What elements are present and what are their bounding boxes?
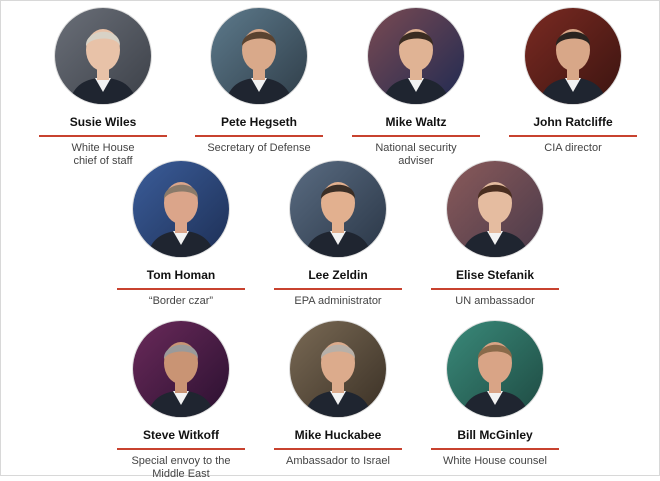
divider <box>509 135 637 137</box>
person-role: CIA director <box>508 142 638 155</box>
portrait <box>290 161 386 257</box>
person-card: Steve Witkoff Special envoy to the Middle … <box>116 321 246 481</box>
person-name: Mike Huckabee <box>294 428 382 442</box>
portrait <box>290 321 386 417</box>
portrait-placeholder <box>290 321 386 417</box>
divider <box>195 135 323 137</box>
portrait <box>133 321 229 417</box>
person-role: White House chief of staff <box>38 142 168 168</box>
divider <box>274 288 402 290</box>
portrait <box>447 321 543 417</box>
portrait-placeholder <box>447 161 543 257</box>
portrait <box>368 8 464 104</box>
person-name: Bill McGinley <box>457 428 533 442</box>
portrait <box>133 161 229 257</box>
portrait <box>525 8 621 104</box>
divider <box>39 135 167 137</box>
portrait-placeholder <box>55 8 151 104</box>
role-line: adviser <box>398 155 434 167</box>
person-role: National security adviser <box>351 142 481 168</box>
role-line: UN ambassador <box>455 295 535 307</box>
person-card: Lee Zeldin EPA administrator <box>273 161 403 308</box>
divider <box>431 288 559 290</box>
divider <box>352 135 480 137</box>
person-name: John Ratcliffe <box>533 115 613 129</box>
role-line: White House counsel <box>443 455 547 467</box>
portrait-placeholder <box>368 8 464 104</box>
person-card: Elise Stefanik UN ambassador <box>430 161 560 308</box>
portrait-placeholder <box>290 161 386 257</box>
portrait <box>447 161 543 257</box>
person-card: Tom Homan “Border czar” <box>116 161 246 308</box>
portrait-placeholder <box>133 321 229 417</box>
role-line: “Border czar” <box>148 295 214 307</box>
divider <box>274 448 402 450</box>
person-card: Pete Hegseth Secretary of Defense <box>194 8 324 155</box>
role-line: Ambassador to Israel <box>286 455 390 467</box>
person-role: Secretary of Defense <box>194 142 324 155</box>
person-role: EPA administrator <box>273 295 403 308</box>
person-name: Mike Waltz <box>385 115 447 129</box>
person-name: Pete Hegseth <box>220 115 298 129</box>
person-name: Lee Zeldin <box>308 268 368 282</box>
person-card: Bill McGinley White House counsel <box>430 321 560 468</box>
role-line: chief of staff <box>73 155 133 167</box>
person-name: Tom Homan <box>146 268 216 282</box>
person-card: Mike Huckabee Ambassador to Israel <box>273 321 403 468</box>
role-line: National security <box>375 142 457 154</box>
person-name: Steve Witkoff <box>143 428 219 442</box>
person-card: Susie Wiles White House chief of staff <box>38 8 168 168</box>
person-role: UN ambassador <box>430 295 560 308</box>
divider <box>431 448 559 450</box>
person-role: Ambassador to Israel <box>273 455 403 468</box>
person-card: John Ratcliffe CIA director <box>508 8 638 155</box>
person-role: Special envoy to the Middle East <box>116 455 246 481</box>
divider <box>117 448 245 450</box>
role-line: Special envoy to the <box>131 455 231 467</box>
portrait <box>55 8 151 104</box>
person-name: Elise Stefanik <box>455 268 535 282</box>
portrait-placeholder <box>525 8 621 104</box>
person-role: “Border czar” <box>116 295 246 308</box>
person-card: Mike Waltz National security adviser <box>351 8 481 168</box>
person-role: White House counsel <box>430 455 560 468</box>
portrait-placeholder <box>211 8 307 104</box>
role-line: Middle East <box>152 468 210 480</box>
portrait-placeholder <box>133 161 229 257</box>
role-line: EPA administrator <box>294 295 382 307</box>
portrait <box>211 8 307 104</box>
divider <box>117 288 245 290</box>
role-line: CIA director <box>544 142 602 154</box>
role-line: Secretary of Defense <box>207 142 311 154</box>
person-name: Susie Wiles <box>69 115 137 129</box>
role-line: White House <box>71 142 135 154</box>
portrait-placeholder <box>447 321 543 417</box>
